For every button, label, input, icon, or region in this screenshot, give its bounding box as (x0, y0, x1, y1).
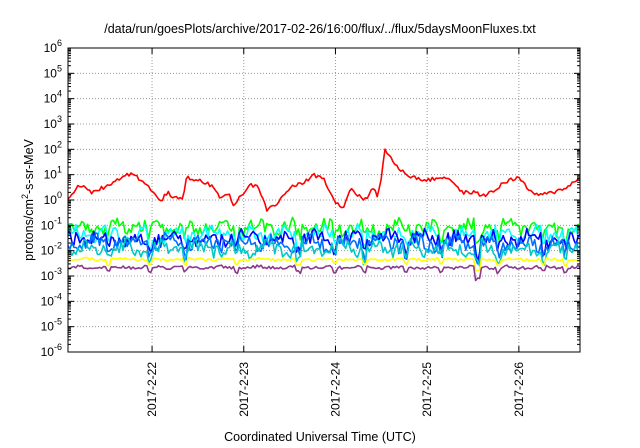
y-tick-base: 10 (44, 193, 58, 207)
y-tick-exponent: 2 (57, 139, 62, 149)
y-tick-exponent: 5 (57, 63, 62, 73)
x-tick-label: 2017-2-22 (145, 362, 159, 417)
chart-title: /data/run/goesPlots/archive/2017-02-26/1… (104, 22, 536, 36)
x-tick-label: 2017-2-24 (328, 362, 342, 417)
y-tick-label: 101 (44, 165, 62, 182)
x-tick-label: 2017-2-26 (512, 362, 526, 417)
series-group (67, 148, 581, 282)
series-line (67, 264, 581, 282)
x-tick-label: 2017-2-23 (237, 362, 251, 417)
y-tick-label: 10-5 (41, 317, 62, 334)
y-label-sup: 2 (19, 194, 30, 200)
y-label-suffix: -s-sr-MeV (22, 139, 37, 194)
y-tick-exponent: 1 (57, 165, 62, 175)
x-tick-label: 2017-2-25 (420, 362, 434, 417)
y-tick-base: 10 (41, 294, 55, 308)
y-tick-label: 10-4 (41, 291, 62, 308)
y-tick-exponent: 3 (57, 114, 62, 124)
y-tick-exponent: 0 (57, 190, 62, 200)
y-tick-exponent: -1 (54, 215, 62, 225)
y-tick-exponent: -5 (54, 317, 62, 327)
y-tick-base: 10 (44, 92, 58, 106)
y-tick-exponent: 6 (57, 38, 62, 48)
grid-lines (68, 48, 580, 352)
y-tick-base: 10 (41, 320, 55, 334)
y-tick-base: 10 (44, 66, 58, 80)
y-tick-exponent: -3 (54, 266, 62, 276)
y-tick-exponent: -4 (54, 291, 62, 301)
y-tick-base: 10 (44, 142, 58, 156)
y-tick-label: 106 (44, 38, 62, 55)
series-line (67, 256, 581, 272)
y-tick-base: 10 (41, 269, 55, 283)
y-tick-label: 10-1 (41, 215, 62, 232)
y-tick-base: 10 (41, 244, 55, 258)
y-tick-label: 102 (44, 139, 62, 156)
y-tick-label: 104 (44, 89, 62, 106)
y-label-prefix: protons/cm (22, 199, 37, 261)
y-tick-exponent: -6 (54, 342, 62, 352)
y-tick-label: 10-3 (41, 266, 62, 283)
axis-ticks (68, 47, 580, 353)
y-tick-base: 10 (44, 168, 58, 182)
series-line (67, 237, 581, 267)
y-tick-label: 103 (44, 114, 62, 131)
y-tick-base: 10 (44, 117, 58, 131)
x-axis-label: Coordinated Universal Time (UTC) (224, 430, 416, 444)
y-tick-label: 100 (44, 190, 62, 207)
y-tick-label: 10-2 (41, 241, 62, 258)
tick-labels: 10610510410310210110010-110-210-310-410-… (41, 38, 526, 417)
series-line (67, 148, 581, 212)
y-tick-base: 10 (44, 41, 58, 55)
y-tick-label: 10-6 (41, 342, 62, 359)
y-tick-exponent: 4 (57, 89, 62, 99)
y-axis-label: protons/cm2-s-sr-MeV (20, 139, 36, 261)
y-tick-base: 10 (41, 218, 55, 232)
series-line (67, 227, 581, 264)
y-tick-base: 10 (41, 345, 55, 359)
y-tick-exponent: -2 (54, 241, 62, 251)
y-tick-label: 105 (44, 63, 62, 80)
